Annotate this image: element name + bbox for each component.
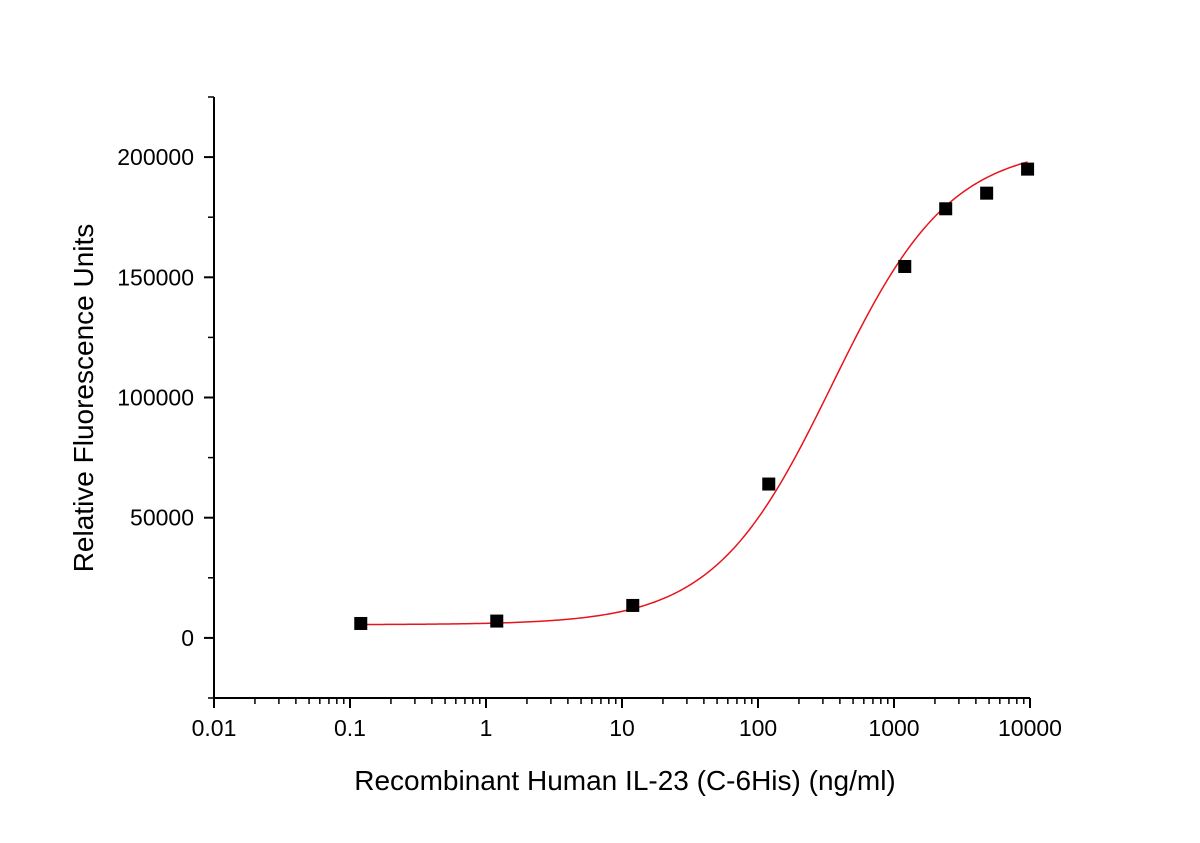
x-tick-label: 0.01 [192,715,237,741]
y-tick-label: 200000 [117,144,194,170]
x-tick-label: 100 [739,715,777,741]
data-point [980,186,994,200]
data-point [490,614,504,628]
y-tick-label: 0 [181,625,194,651]
data-point [354,616,368,630]
x-tick-label: 0.1 [334,715,366,741]
fit-curve [360,161,1028,626]
data-point [898,259,912,273]
x-tick-label: 10 [609,715,635,741]
x-tick-label: 1 [480,715,493,741]
x-tick-label: 1000 [868,715,919,741]
y-axis-title: Relative Fluorescence Units [68,224,99,573]
fit-curve-layer [360,161,1028,626]
y-tick-label: 50000 [130,505,194,531]
data-point [762,477,776,491]
data-point [939,202,953,216]
y-tick-label: 100000 [117,385,194,411]
data-point [626,598,640,612]
axes: 0.01 0.1 1 10 100 1000 10000050000100000150000… [117,96,1062,741]
data-point [1021,162,1035,176]
x-axis-title: Recombinant Human IL-23 (C-6His) (ng/ml) [354,765,896,796]
data-points-layer [354,162,1035,630]
x-tick-label: 10000 [998,715,1062,741]
y-tick-label: 150000 [117,264,194,290]
